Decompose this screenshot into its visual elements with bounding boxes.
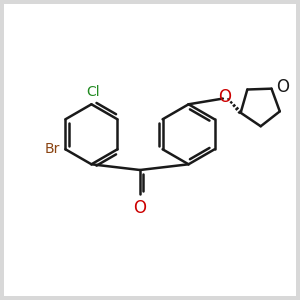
Text: Cl: Cl <box>86 85 100 99</box>
Text: O: O <box>134 200 146 217</box>
Text: O: O <box>276 78 289 96</box>
Text: O: O <box>218 88 231 106</box>
Text: Br: Br <box>45 142 60 156</box>
FancyBboxPatch shape <box>4 4 296 296</box>
